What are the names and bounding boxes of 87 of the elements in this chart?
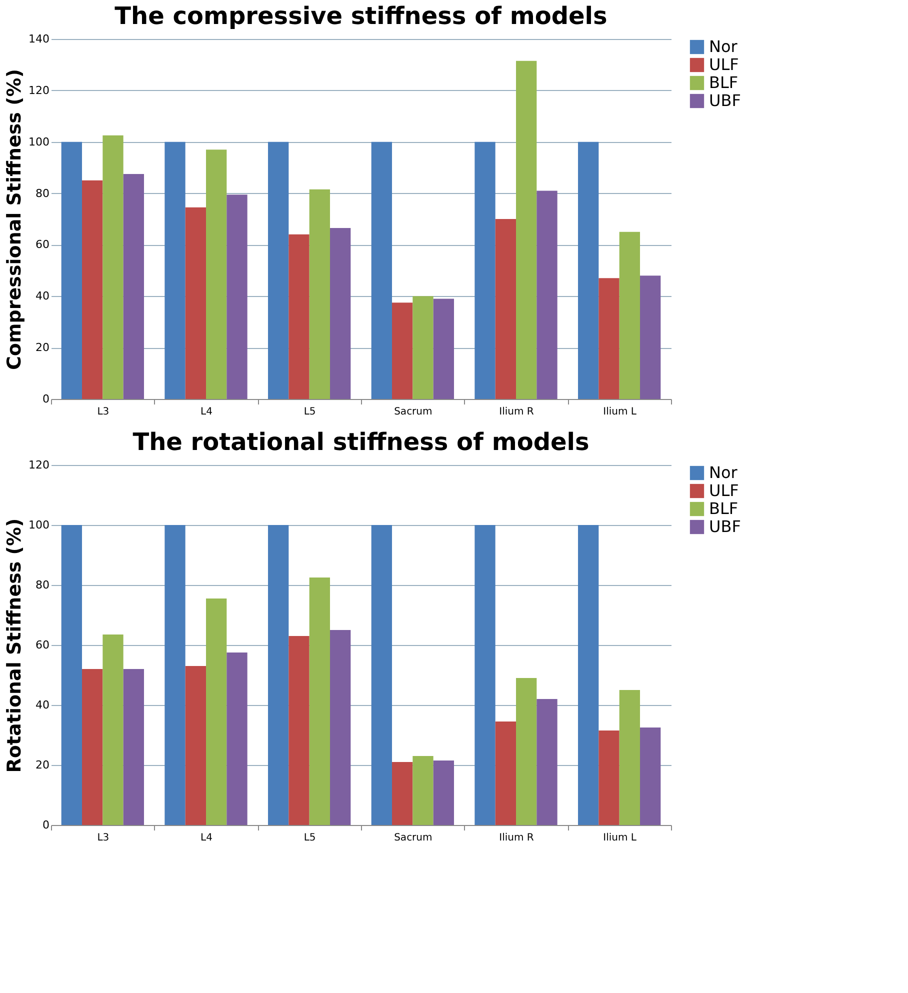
legend-label: BLF [709,499,738,518]
y-tick-label: 80 [36,186,50,200]
bar [433,760,454,825]
legend-label: UBF [709,517,741,536]
legend-label: BLF [709,73,738,92]
y-axis-title: Compressional Stiffness (%) [4,68,26,370]
x-tick-label: Ilium L [603,832,637,844]
legend-label: UBF [709,91,741,110]
bar [123,669,144,825]
bar [619,232,640,399]
y-tick-label: 140 [28,32,50,46]
bar [392,762,413,825]
bar [268,525,289,825]
bar [164,142,186,399]
bar [598,278,620,399]
x-tick-label: Sacrum [394,406,432,418]
x-tick-label: L4 [200,406,212,418]
y-tick-label: 0 [42,392,50,406]
x-tick-label: L5 [304,832,316,844]
bar [123,174,144,399]
y-tick-label: 60 [36,638,50,652]
y-tick-label: 60 [36,238,50,252]
bar [102,135,124,399]
chart-title: The compressive stiffness of models [114,2,608,30]
bar [288,234,310,399]
bar [495,722,516,825]
bar [268,142,289,399]
bar [578,525,599,825]
bar [412,756,434,825]
bar [619,690,640,825]
bar [371,525,392,825]
x-tick-label: Ilium L [603,406,637,418]
x-tick-label: Sacrum [394,832,432,844]
bar [226,652,248,825]
y-axis-title: Rotational Stiffness (%) [4,518,26,773]
bar [474,525,496,825]
bar [330,228,351,399]
y-tick-label: 40 [36,290,50,303]
bar [474,142,496,399]
bar [309,189,330,399]
bar [640,728,661,825]
bar [288,636,310,825]
bar [392,302,413,399]
y-tick-label: 80 [36,578,50,592]
bar [102,634,124,825]
bar [61,142,82,399]
bar [185,666,206,825]
bar [82,180,103,399]
bar [433,298,454,399]
x-tick-label: Ilium R [499,832,534,844]
x-tick-label: L3 [97,406,110,418]
legend-label: Nor [709,37,738,56]
bar [371,142,392,399]
bar [164,525,186,825]
x-tick-label: L5 [304,406,316,418]
y-tick-label: 20 [36,341,50,354]
y-tick-label: 20 [36,758,50,772]
y-tick-label: 120 [28,84,50,97]
bar [82,669,103,825]
bar [226,194,248,399]
bar [330,630,351,825]
bar [185,207,206,399]
y-tick-label: 40 [36,698,50,712]
x-tick-label: L4 [200,832,212,844]
bar [412,296,434,399]
x-tick-label: L3 [97,832,110,844]
y-tick-label: 120 [28,458,50,472]
y-tick-label: 0 [42,818,50,832]
bar [309,578,330,825]
legend-label: ULF [709,55,739,74]
bar [536,190,558,399]
legend-label: Nor [709,463,738,482]
bar [206,150,227,399]
bar [61,525,82,825]
chart-title: The rotational stiffness of models [132,428,590,456]
bar [578,142,599,399]
bar [206,598,227,825]
bar [516,678,537,825]
legend-label: ULF [709,481,739,500]
bar [536,699,558,825]
bar [495,219,516,399]
bar [640,276,661,399]
bar [516,60,537,399]
y-tick-label: 100 [28,518,50,532]
y-tick-label: 100 [28,135,50,148]
x-tick-label: Ilium R [499,406,534,418]
bar [598,730,620,825]
